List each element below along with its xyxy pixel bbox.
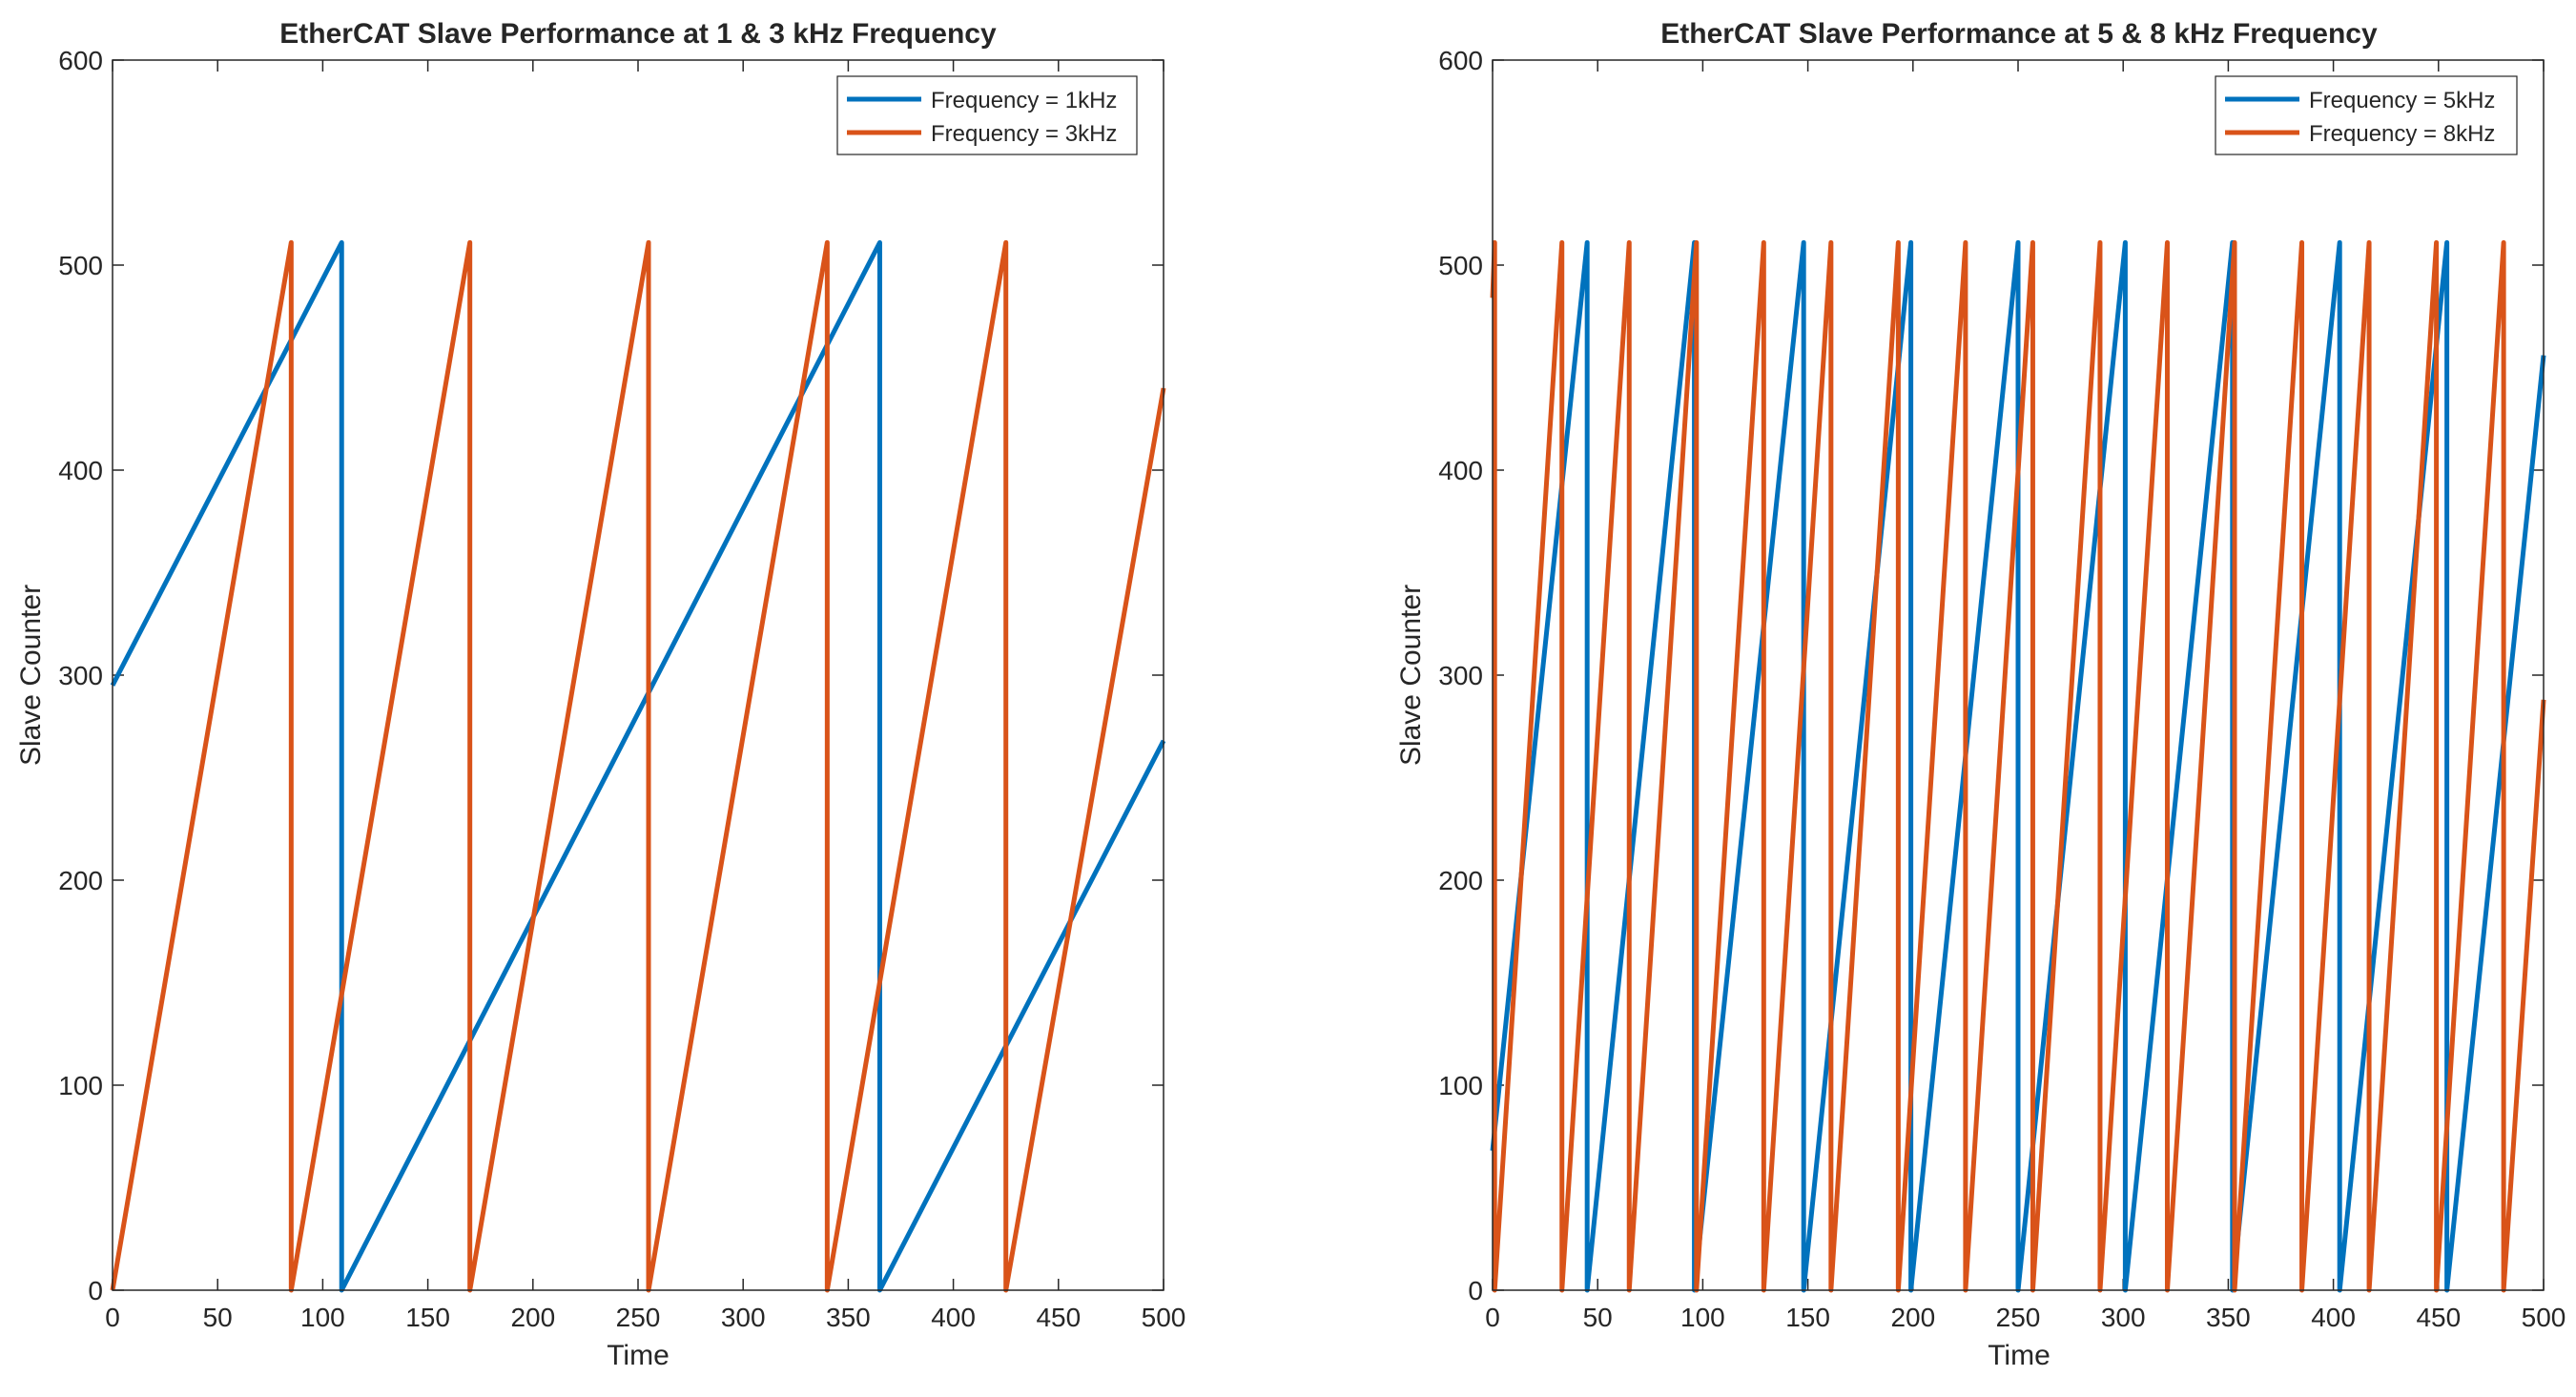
chart-2: EtherCAT Slave Performance at 5 & 8 kHz … [1395,18,2566,1371]
chart-2-y-tick-label: 200 [1438,866,1483,895]
chart-1-x-tick-label: 300 [721,1303,766,1332]
chart-1: EtherCAT Slave Performance at 1 & 3 kHz … [15,18,1185,1371]
chart-2-legend-box [2215,75,2518,155]
chart-2-legend-label-8khz: Frequency = 8kHz [2309,121,2495,147]
chart-2-legend: Frequency = 5kHz Frequency = 8kHz [2215,75,2518,155]
chart-2-y-tick-label: 600 [1438,46,1483,75]
chart-2-x-tick-label: 0 [1485,1303,1500,1332]
chart-1-y-tick-label: 300 [58,661,103,690]
chart-1-series-line-frequency-3khz [110,239,1166,1293]
chart-2-x-tick-label: 350 [2206,1303,2251,1332]
chart-2-x-tick-label: 100 [1680,1303,1725,1332]
chart-2-x-tick-label: 200 [1890,1303,1935,1332]
chart-2-y-tick-label: 100 [1438,1071,1483,1100]
chart-1-legend-box [836,75,1138,155]
chart-2-x-tick-label: 150 [1785,1303,1830,1332]
chart-2-y-tick-label: 0 [1468,1276,1483,1305]
chart-1-x-tick-label: 100 [300,1303,345,1332]
chart-1-legend: Frequency = 1kHz Frequency = 3kHz [836,75,1138,155]
chart-2-x-label: Time [1988,1340,2050,1371]
chart-2-axes-box [1492,59,2545,1291]
chart-2-x-tick-label: 300 [2101,1303,2146,1332]
chart-1-legend-label-3khz: Frequency = 3kHz [931,121,1117,147]
chart-1-x-label: Time [607,1340,670,1371]
chart-1-y-tick-label: 500 [58,251,103,280]
chart-2-y-tick-label: 300 [1438,661,1483,690]
chart-2-x-tick-label: 400 [2311,1303,2356,1332]
chart-2-x-tick-label: 250 [1996,1303,2041,1332]
chart-1-series-line-frequency-1khz [110,239,1166,1293]
chart-1-ticks: 0 50 100 150 200 250 300 350 400 450 500 0 100 200 300… [58,46,1185,1332]
chart-2-x-tick-label: 50 [1583,1303,1613,1332]
chart-1-y-tick-label: 200 [58,866,103,895]
chart-1-x-tick-label: 250 [616,1303,661,1332]
chart-1-x-tick-label: 400 [931,1303,976,1332]
chart-2-legend-label-5khz: Frequency = 5kHz [2309,88,2495,113]
chart-1-x-tick-label: 150 [405,1303,450,1332]
chart-1-x-tick-label: 50 [203,1303,233,1332]
chart-2-series-line-frequency-8khz [1490,239,2546,1293]
chart-2-ticks: 0 50 100 150 200 250 300 350 400 450 500 0 100 200 300… [1438,46,2566,1332]
chart-1-series [110,239,1166,1293]
chart-1-title: EtherCAT Slave Performance at 1 & 3 kHz … [279,18,997,50]
chart-1-x-tick-label: 450 [1036,1303,1081,1332]
chart-2-x-tick-label: 450 [2416,1303,2461,1332]
chart-2-y-label: Slave Counter [1395,585,1427,766]
chart-1-y-tick-label: 100 [58,1071,103,1100]
chart-1-x-tick-label: 0 [105,1303,120,1332]
chart-1-x-tick-label: 500 [1142,1303,1186,1332]
chart-1-legend-label-1khz: Frequency = 1kHz [931,88,1117,113]
chart-1-axes-box [112,59,1164,1291]
chart-1-x-tick-label: 200 [510,1303,555,1332]
chart-1-y-tick-label: 400 [58,456,103,485]
chart-1-y-label: Slave Counter [15,585,47,766]
chart-1-y-tick-label: 0 [88,1276,103,1305]
chart-2-y-tick-label: 500 [1438,251,1483,280]
chart-2-title: EtherCAT Slave Performance at 5 & 8 kHz … [1660,18,2378,50]
chart-1-x-tick-label: 350 [826,1303,871,1332]
chart-2-series [1490,239,2546,1293]
chart-2-y-tick-label: 400 [1438,456,1483,485]
chart-2-x-tick-label: 500 [2522,1303,2566,1332]
chart-1-y-tick-label: 600 [58,46,103,75]
